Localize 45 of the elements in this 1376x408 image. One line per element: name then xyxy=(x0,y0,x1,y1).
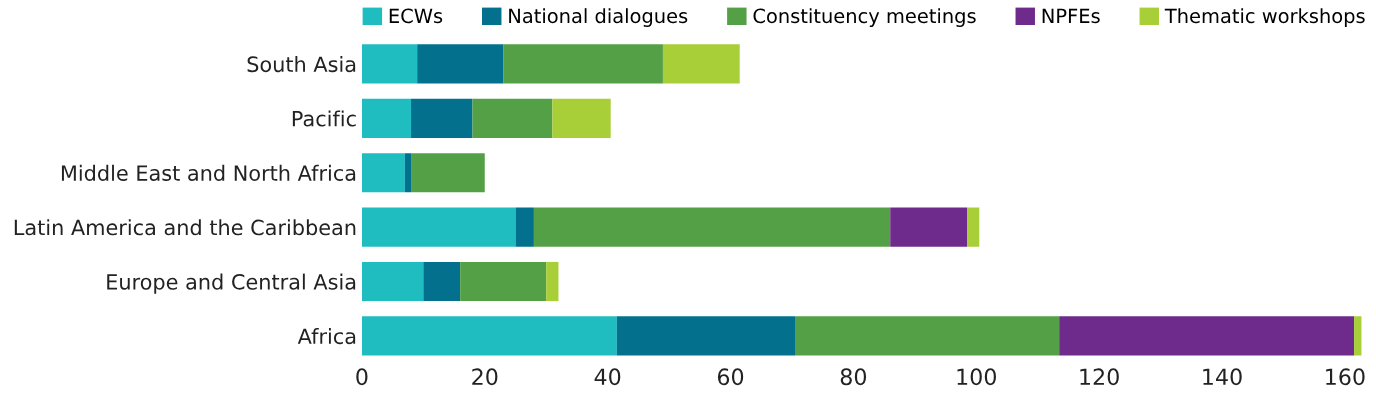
bar xyxy=(503,44,663,84)
bar xyxy=(411,98,473,138)
x-tick-label: 160 xyxy=(1326,368,1365,386)
bar xyxy=(361,44,418,84)
bar xyxy=(533,207,891,247)
bar xyxy=(361,98,412,138)
x-tick-label: 140 xyxy=(1203,368,1242,386)
bar xyxy=(616,316,796,356)
y-tick-label: Africa xyxy=(297,328,356,345)
bar xyxy=(460,261,547,302)
legend-label: ECWs xyxy=(389,8,443,24)
legend-label: Constituency meetings xyxy=(753,8,976,27)
bar xyxy=(546,261,559,302)
bar xyxy=(411,153,485,193)
x-tick-label: 20 xyxy=(472,368,498,386)
bar xyxy=(967,207,980,247)
bar xyxy=(472,98,553,138)
x-tick-label: 0 xyxy=(356,368,368,386)
x-tick-label: 120 xyxy=(1080,368,1119,386)
bar xyxy=(361,153,405,193)
bar xyxy=(417,44,504,84)
bar xyxy=(515,207,534,247)
bar xyxy=(1059,316,1355,356)
legend-label: NPFEs xyxy=(1042,8,1100,24)
bar xyxy=(361,261,424,302)
bar xyxy=(404,153,412,193)
bar xyxy=(1354,316,1362,356)
x-tick-label: 80 xyxy=(840,368,867,386)
y-tick-label: Latin America and the Caribbean xyxy=(14,219,356,236)
legend-label: National dialogues xyxy=(509,8,688,27)
legend-label: Thematic workshops xyxy=(1164,8,1365,27)
bar xyxy=(423,261,461,302)
x-tick-label: 40 xyxy=(594,368,621,386)
bar xyxy=(890,207,968,247)
y-tick-label: Pacific xyxy=(292,110,356,127)
bar xyxy=(361,316,617,356)
bar xyxy=(361,207,516,247)
bar xyxy=(662,44,740,84)
bar xyxy=(795,316,1060,356)
x-tick-label: 100 xyxy=(957,368,996,386)
y-tick-label: Middle East and North Africa xyxy=(61,164,356,181)
y-tick-label: South Asia xyxy=(247,56,356,73)
bar xyxy=(552,98,611,138)
x-tick-label: 60 xyxy=(717,368,744,386)
y-tick-label: Europe and Central Asia xyxy=(107,273,356,294)
